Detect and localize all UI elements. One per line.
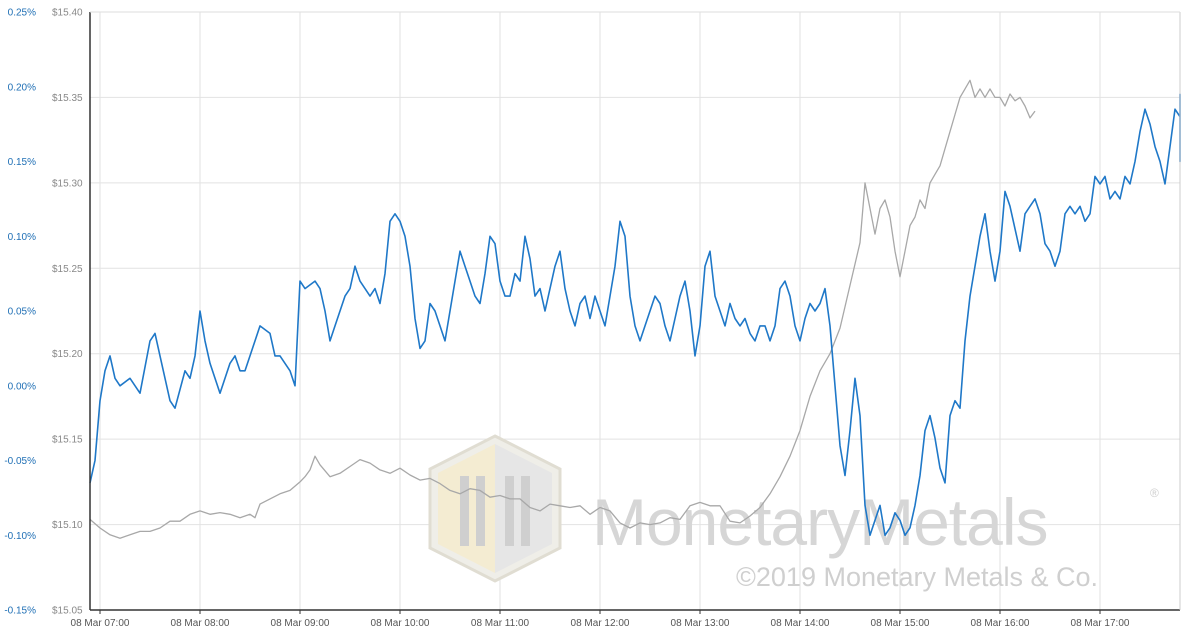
y-price-tick-label: $15.35 xyxy=(52,93,83,104)
series-line-percent xyxy=(89,93,1181,537)
y-price-tick-label: $15.40 xyxy=(52,8,83,19)
x-tick-label: 08 Mar 12:00 xyxy=(571,618,630,629)
series-line-price xyxy=(89,79,1036,539)
y-left-tick-label: 0.15% xyxy=(8,157,36,168)
x-tick-label: 08 Mar 13:00 xyxy=(671,618,730,629)
copyright-text: ©2019 Monetary Metals & Co. xyxy=(736,562,1098,592)
x-tick-label: 08 Mar 15:00 xyxy=(871,618,930,629)
x-tick-label: 08 Mar 14:00 xyxy=(771,618,830,629)
y-price-tick-label: $15.25 xyxy=(52,264,83,275)
x-tick-label: 08 Mar 10:00 xyxy=(371,618,430,629)
y-left-tick-label: 0.05% xyxy=(8,307,36,318)
y-left-tick-label: -0.10% xyxy=(4,531,36,542)
series-layer xyxy=(89,79,1181,539)
axes: 0.25% 0.20% 0.15% 0.10% 0.05% 0.00% -0.05% -0.1… xyxy=(4,8,1181,629)
plot-background xyxy=(90,12,1180,610)
y-left-tick-label: 0.00% xyxy=(8,381,36,392)
watermark: MonetaryMetals ® ©2019 Monetary Metals &… xyxy=(428,434,1159,592)
x-tick-label: 08 Mar 11:00 xyxy=(471,618,530,629)
brand-name: MonetaryMetals xyxy=(592,485,1048,559)
y-price-tick-label: $15.20 xyxy=(52,349,83,360)
y-left-tick-label: 0.10% xyxy=(8,232,36,243)
y-price-tick-label: $15.10 xyxy=(52,520,83,531)
x-tick-label: 08 Mar 08:00 xyxy=(171,618,230,629)
x-tick-label: 08 Mar 17:00 xyxy=(1071,618,1130,629)
y-left-tick-label: -0.15% xyxy=(4,606,36,617)
x-tick-label: 08 Mar 09:00 xyxy=(271,618,330,629)
x-tick-label: 08 Mar 07:00 xyxy=(71,618,130,629)
y-left-tick-label: 0.20% xyxy=(8,82,36,93)
registered-mark: ® xyxy=(1150,486,1159,500)
y-price-tick-label: $15.05 xyxy=(52,606,83,617)
y-left-tick-label: -0.05% xyxy=(4,456,36,467)
brand-logo xyxy=(428,434,562,583)
y-price-tick-label: $15.15 xyxy=(52,435,83,446)
y-left-tick-label: 0.25% xyxy=(8,8,36,19)
y-price-tick-label: $15.30 xyxy=(52,178,83,189)
x-tick-label: 08 Mar 16:00 xyxy=(971,618,1030,629)
